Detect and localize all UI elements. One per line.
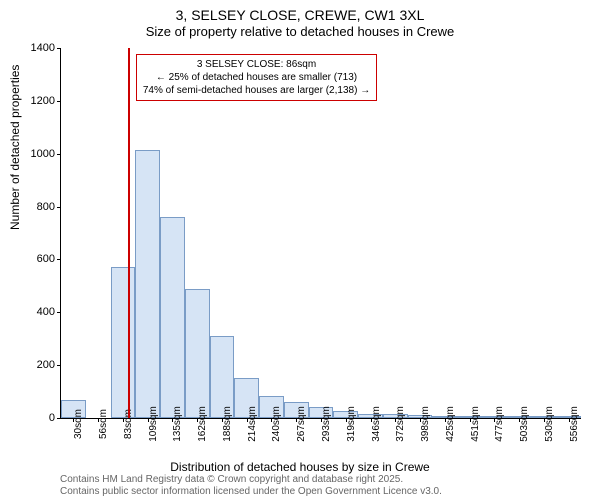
footer-line-1: Contains HM Land Registry data © Crown c… bbox=[60, 474, 442, 486]
chart-area: 020040060080010001200140030sqm56sqm83sqm… bbox=[60, 48, 580, 418]
annotation-line: ← 25% of detached houses are smaller (71… bbox=[143, 71, 370, 84]
y-tick-label: 0 bbox=[15, 412, 55, 424]
histogram-bar bbox=[111, 267, 136, 418]
y-tick-mark bbox=[57, 418, 61, 419]
chart-subtitle: Size of property relative to detached ho… bbox=[0, 24, 600, 43]
chart-container: 3, SELSEY CLOSE, CREWE, CW1 3XL Size of … bbox=[0, 0, 600, 500]
footer-line-2: Contains public sector information licen… bbox=[60, 486, 442, 498]
plot-region: 020040060080010001200140030sqm56sqm83sqm… bbox=[60, 48, 581, 419]
y-tick-mark bbox=[57, 207, 61, 208]
x-axis-label: Distribution of detached houses by size … bbox=[0, 460, 600, 474]
annotation-line: 74% of semi-detached houses are larger (… bbox=[143, 84, 370, 97]
y-tick-label: 1200 bbox=[15, 95, 55, 107]
footer-attribution: Contains HM Land Registry data © Crown c… bbox=[60, 474, 442, 498]
y-tick-mark bbox=[57, 154, 61, 155]
histogram-bar bbox=[185, 289, 210, 419]
y-tick-label: 400 bbox=[15, 306, 55, 318]
annotation-box: 3 SELSEY CLOSE: 86sqm← 25% of detached h… bbox=[136, 54, 377, 101]
y-tick-mark bbox=[57, 101, 61, 102]
histogram-bar bbox=[135, 150, 160, 418]
y-tick-mark bbox=[57, 365, 61, 366]
y-tick-mark bbox=[57, 312, 61, 313]
y-tick-label: 200 bbox=[15, 359, 55, 371]
y-tick-mark bbox=[57, 259, 61, 260]
reference-line bbox=[128, 48, 130, 418]
y-tick-label: 600 bbox=[15, 253, 55, 265]
y-tick-mark bbox=[57, 48, 61, 49]
y-tick-label: 800 bbox=[15, 201, 55, 213]
annotation-line: 3 SELSEY CLOSE: 86sqm bbox=[143, 58, 370, 71]
y-tick-label: 1000 bbox=[15, 148, 55, 160]
y-tick-label: 1400 bbox=[15, 42, 55, 54]
chart-title: 3, SELSEY CLOSE, CREWE, CW1 3XL bbox=[0, 0, 600, 24]
histogram-bar bbox=[160, 217, 185, 418]
